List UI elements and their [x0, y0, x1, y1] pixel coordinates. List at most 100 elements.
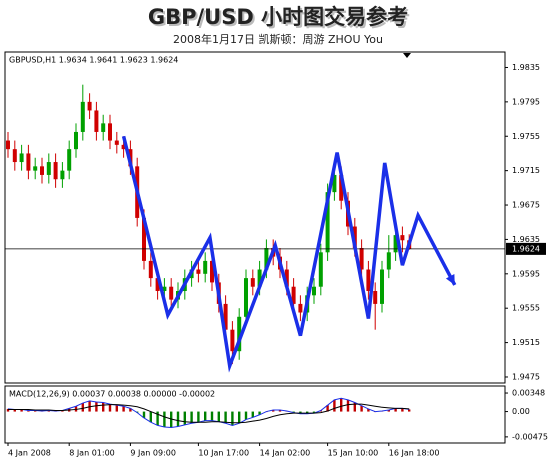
annotation-line	[121, 135, 457, 373]
macd-bar	[81, 403, 84, 412]
candle-body	[40, 166, 44, 175]
candle-body	[244, 278, 248, 317]
candle-body	[94, 110, 99, 132]
y-tick-label: 1.9755	[512, 132, 540, 141]
macd-y-tick-label: 0.00	[512, 407, 530, 416]
macd-bar	[20, 409, 23, 412]
macd-line	[7, 397, 410, 429]
candle-body	[298, 303, 303, 313]
info-label: GBPUSD,H1 1.9634 1.9641 1.9623 1.9624	[9, 56, 178, 65]
x-tick-label: 14 Jan 02:00	[260, 449, 311, 458]
macd-bar	[360, 405, 363, 412]
macd-bar	[183, 411, 186, 425]
macd-bar	[394, 408, 397, 412]
shift-marker	[403, 53, 411, 58]
candle-body	[6, 140, 10, 150]
macd-bar	[224, 411, 227, 424]
macd-bar	[306, 411, 309, 414]
x-tick-label: 10 Jan 17:00	[198, 449, 249, 458]
y-tick-label: 1.9675	[512, 201, 540, 210]
macd-bar	[333, 399, 336, 412]
candle-body	[386, 252, 391, 270]
macd-bar	[6, 408, 10, 412]
candle-body	[101, 123, 106, 132]
macd-bar	[108, 404, 112, 412]
macd-bar	[34, 410, 37, 412]
candle-body	[169, 286, 174, 300]
y-tick-label: 1.9475	[512, 372, 540, 381]
macd-bar	[244, 411, 248, 420]
candle-body	[74, 131, 78, 150]
macd-signal-line	[8, 403, 410, 424]
candle-body	[332, 174, 337, 193]
main-panel	[4, 51, 506, 384]
candle-body	[284, 269, 289, 287]
candle-body	[230, 329, 235, 352]
macd-bar	[163, 411, 166, 428]
y-tick-label: 1.9795	[512, 97, 540, 106]
candle-body	[393, 235, 398, 253]
macd-bar	[142, 411, 146, 418]
macd-bar	[197, 411, 200, 423]
candle-body	[250, 278, 255, 287]
candle-body	[196, 269, 201, 274]
macd-bar	[340, 398, 343, 412]
macd-bar	[326, 405, 329, 412]
candle-body	[400, 235, 405, 241]
candle-body	[325, 192, 330, 253]
macd-panel	[4, 385, 506, 444]
macd-bar	[231, 411, 234, 426]
candle-body	[366, 269, 371, 292]
candle-body	[359, 248, 364, 270]
macd-y-tick-label: -0.00475	[512, 432, 548, 441]
x-tick-label: 16 Jan 18:00	[389, 449, 440, 458]
candle-body	[108, 123, 112, 141]
candle-body	[291, 286, 296, 304]
last-price-box	[506, 242, 546, 255]
last-price-label: 1.9624	[512, 244, 540, 253]
macd-bar	[13, 409, 16, 412]
candle-body	[380, 269, 384, 304]
macd-bar	[387, 409, 390, 412]
macd-bar	[129, 408, 132, 412]
candle-body	[312, 286, 316, 296]
candle-body	[80, 101, 85, 132]
candle-body	[87, 101, 92, 111]
macd-bar	[251, 411, 254, 418]
macd-bar	[217, 411, 220, 422]
macd-bar	[176, 411, 180, 427]
candle-body	[162, 286, 167, 292]
macd-bar	[353, 402, 356, 412]
candle-body	[223, 303, 228, 330]
candle-body	[203, 260, 208, 274]
chart-title: GBP/USD 小时图交易参考	[148, 5, 408, 29]
macd-bar	[115, 405, 118, 412]
candle-body	[19, 153, 24, 163]
candle-body	[114, 140, 119, 145]
macd-bar	[190, 411, 193, 424]
x-tick-label: 9 Jan 09:00	[130, 449, 176, 458]
macd-bar	[74, 406, 78, 412]
candle-body	[53, 162, 58, 180]
macd-bar	[170, 411, 173, 428]
x-tick-label: 8 Jan 01:00	[69, 449, 115, 458]
candle-body	[264, 248, 269, 270]
y-tick-label: 1.9715	[512, 166, 540, 175]
candle-body	[318, 252, 323, 287]
y-tick-label: 1.9635	[512, 235, 540, 244]
macd-bar	[149, 411, 152, 423]
x-tick-label: 15 Jan 10:00	[328, 449, 379, 458]
candle-body	[257, 269, 262, 287]
y-tick-label: 1.9515	[512, 338, 540, 347]
macd-bar	[156, 411, 159, 426]
candle-body	[148, 260, 153, 279]
annotation-arrowhead	[445, 273, 455, 285]
macd-bar	[408, 409, 411, 412]
macd-bar	[210, 411, 214, 421]
macd-bar	[346, 399, 350, 412]
macd-y-tick-label: 0.00348	[512, 389, 545, 398]
macd-bar	[47, 410, 50, 412]
y-tick-label: 1.9555	[512, 304, 540, 313]
